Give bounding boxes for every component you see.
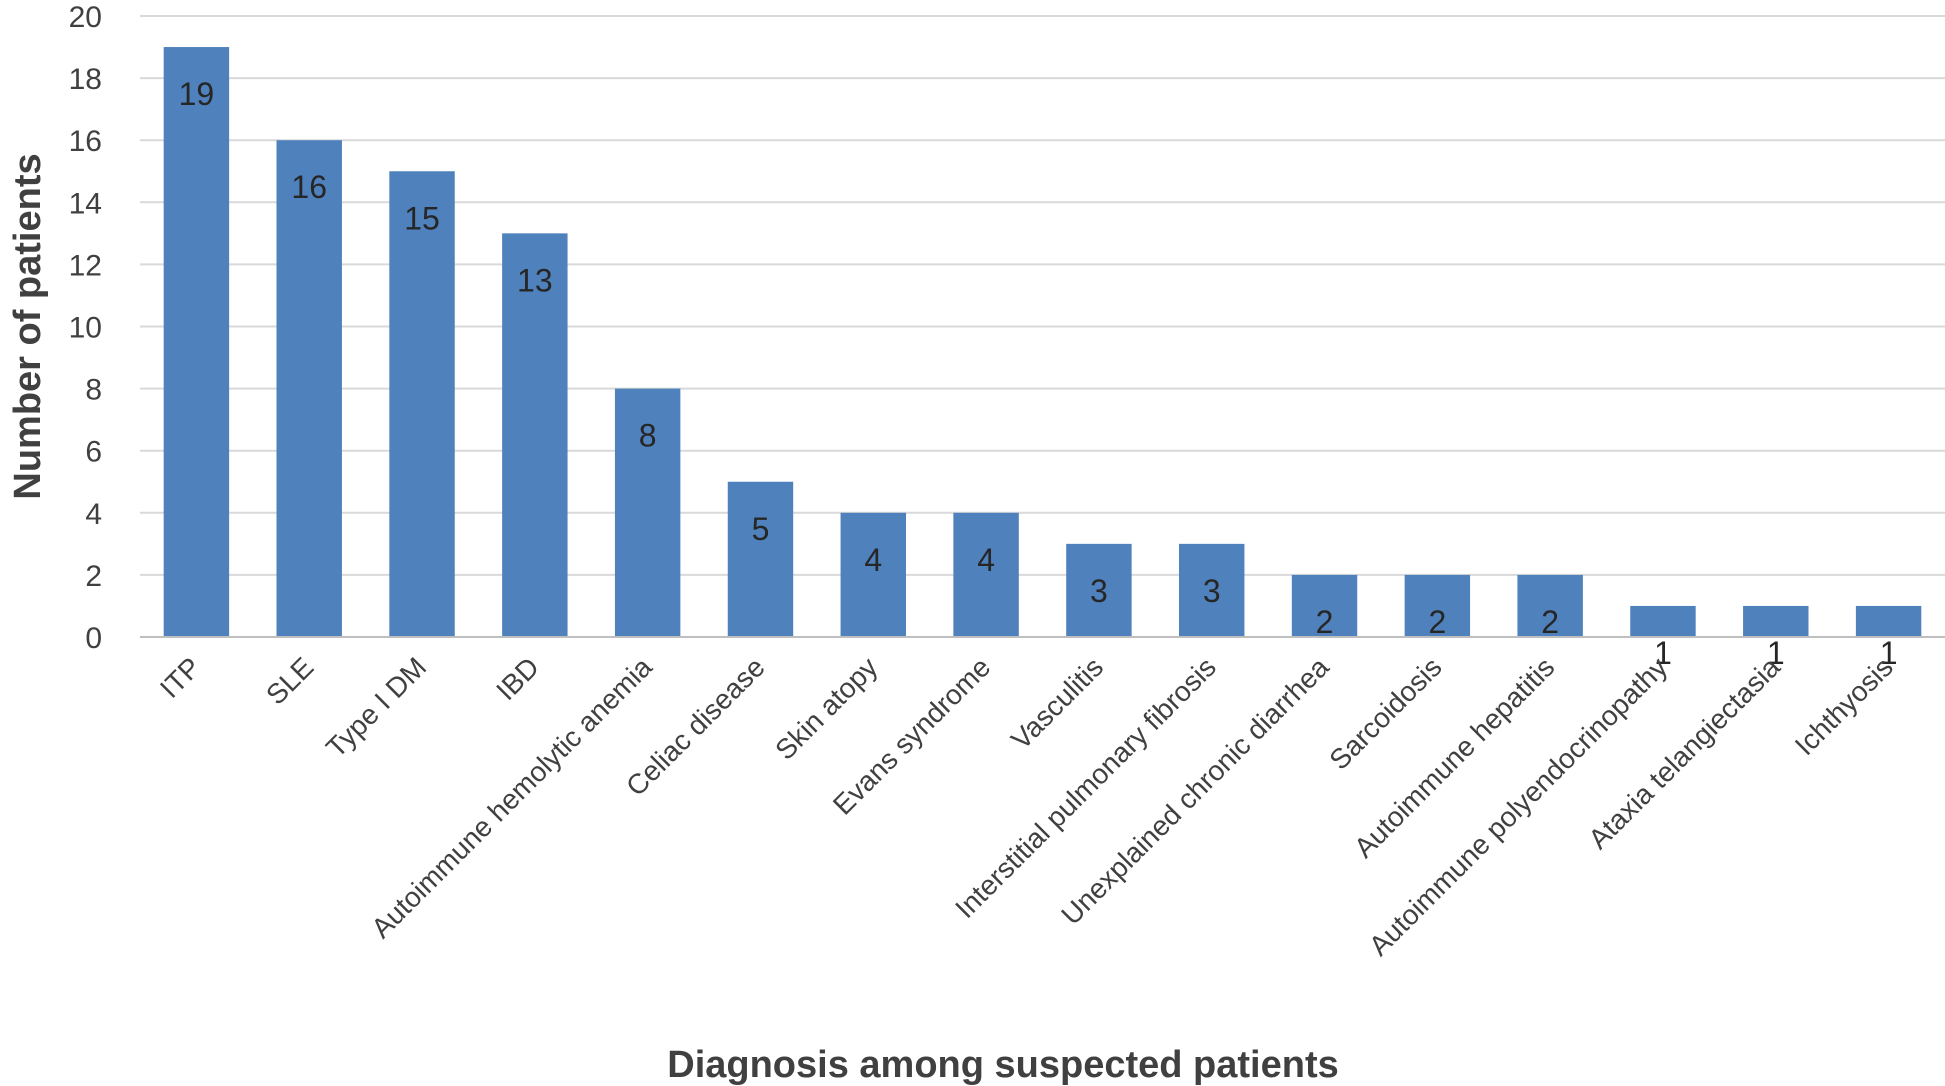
category-label: Type I DM — [320, 651, 432, 763]
y-tick-label: 16 — [69, 125, 102, 158]
category-label: Ichthyosis — [1789, 651, 1899, 761]
category-label: IBD — [490, 651, 545, 706]
category-label: Autoimmune hepatitis — [1348, 651, 1560, 863]
data-label: 5 — [752, 511, 770, 547]
data-label: 1 — [1880, 635, 1898, 671]
data-label: 3 — [1090, 573, 1108, 609]
x-axis-title: Diagnosis among suspected patients — [667, 1044, 1338, 1086]
data-label: 1 — [1767, 635, 1785, 671]
y-tick-label: 18 — [69, 63, 102, 96]
bar — [1291, 574, 1358, 637]
category-label: ITP — [154, 651, 207, 704]
bar — [163, 47, 230, 638]
data-label: 3 — [1203, 573, 1221, 609]
y-tick-label: 10 — [69, 312, 102, 345]
y-tick-label: 8 — [85, 374, 102, 407]
y-axis-title: Number of patients — [7, 153, 49, 499]
data-label: 2 — [1428, 604, 1446, 640]
y-axis-ticks: 0 2 4 6 8 10 12 14 16 18 20 — [69, 1, 102, 655]
data-labels: 19 16 15 13 8 5 4 4 3 3 2 2 2 1 1 1 — [179, 76, 1898, 671]
data-label: 16 — [291, 169, 327, 205]
y-tick-label: 6 — [85, 436, 102, 469]
data-label: 8 — [639, 418, 657, 454]
y-tick-label: 14 — [69, 187, 102, 220]
y-tick-label: 2 — [85, 560, 102, 593]
bar — [1743, 605, 1809, 637]
bar — [614, 388, 681, 637]
data-label: 4 — [977, 542, 995, 578]
bar — [502, 233, 568, 637]
category-label: SLE — [260, 651, 319, 710]
data-label: 2 — [1541, 604, 1559, 640]
data-label: 15 — [404, 200, 440, 236]
category-label: Sarcoidosis — [1323, 651, 1447, 775]
data-label: 13 — [517, 262, 553, 298]
y-tick-label: 12 — [69, 249, 102, 282]
category-label: Skin atopy — [769, 651, 883, 765]
data-label: 2 — [1316, 604, 1334, 640]
y-tick-label: 20 — [69, 1, 102, 34]
data-label: 1 — [1654, 635, 1672, 671]
bar — [1066, 543, 1132, 637]
y-tick-label: 4 — [85, 498, 102, 531]
bar — [840, 512, 906, 637]
bars — [163, 47, 1922, 638]
bar — [1404, 574, 1471, 637]
bar — [389, 171, 455, 637]
bar — [1630, 605, 1696, 637]
bar — [1179, 543, 1245, 637]
category-label: Vasculitis — [1005, 651, 1109, 755]
bar — [1855, 605, 1922, 637]
data-label: 19 — [179, 76, 215, 112]
bar — [276, 140, 342, 637]
data-label: 4 — [864, 542, 882, 578]
bar — [953, 512, 1019, 637]
category-label: Ataxia telangiectasia — [1582, 651, 1786, 855]
bar — [1517, 574, 1583, 637]
bar — [727, 481, 794, 637]
y-tick-label: 0 — [85, 622, 102, 655]
